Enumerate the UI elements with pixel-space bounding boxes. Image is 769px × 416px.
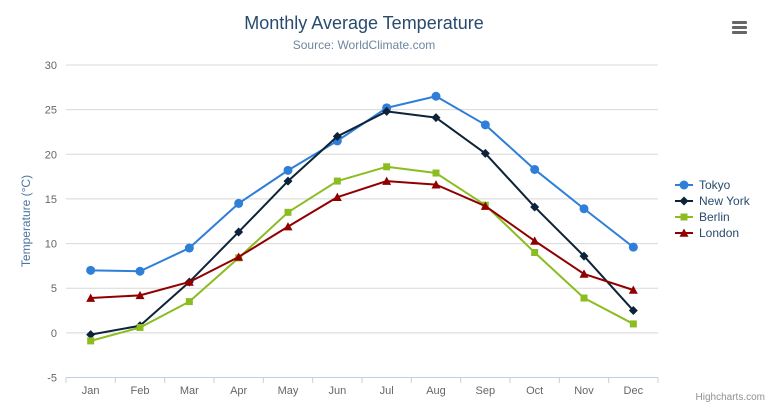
data-point-marker [86,293,96,302]
x-axis-label: Oct [526,385,543,397]
data-point-marker [432,169,440,177]
data-point-marker [680,213,688,221]
data-point-marker [629,320,637,328]
legend-symbol-icon [675,180,693,190]
x-axis-label: Dec [624,385,644,397]
series-line [89,180,635,300]
series-tokyo [86,91,638,276]
data-point-marker [382,106,392,116]
data-point-marker [136,324,144,331]
hamburger-icon[interactable] [732,21,747,34]
legend-symbol-icon [675,213,693,221]
series-line [89,95,635,273]
legend-item-london[interactable]: London [674,225,750,241]
y-axis-label: -5 [47,373,57,385]
data-point-marker [283,176,293,186]
legend-label: Tokyo [699,178,731,192]
x-axis-label: Aug [426,385,446,397]
data-point-marker [480,120,490,130]
data-point-marker [530,236,540,245]
data-point-marker [679,228,689,237]
y-axis-label: 5 [51,283,57,295]
y-axis-label: 30 [45,60,57,72]
chart-subtitle: Source: WorldClimate.com [292,38,436,52]
data-point-marker [480,201,490,210]
legend-label: London [699,226,740,240]
data-point-marker [283,165,293,175]
data-point-marker [86,330,96,340]
data-point-marker [284,208,292,216]
legend-item-tokyo[interactable]: Tokyo [674,177,750,193]
legend-item-berlin[interactable]: Berlin [674,209,750,225]
data-point-marker [383,163,391,171]
y-axis-label: 0 [51,328,57,340]
data-point-marker [184,243,194,253]
hamburger-bar [732,31,747,34]
data-point-marker [579,269,589,278]
hamburger-bar [732,21,747,24]
series-line [89,110,635,336]
data-point-marker [480,148,490,158]
data-point-marker [531,249,539,256]
hamburger-bar [732,26,747,29]
data-point-marker [628,242,638,252]
data-point-marker [135,290,145,300]
series-new-york [86,106,638,340]
data-point-marker [184,277,194,286]
x-axis-label: May [278,385,299,397]
data-point-marker [431,91,441,101]
data-point-marker [431,113,441,123]
x-axis-label: Jul [380,385,394,397]
data-point-marker [185,298,193,306]
legend-symbol-icon [675,228,693,237]
data-point-marker [234,198,244,208]
x-axis-label: Jun [328,385,346,397]
data-point-marker [679,196,689,206]
y-axis-label: 20 [45,149,57,161]
data-point-marker [234,227,244,237]
x-axis-label: Jan [82,385,100,397]
data-point-marker [628,285,638,294]
y-axis-label: 25 [45,105,57,117]
data-point-marker [431,180,441,189]
y-axis-label: 10 [45,239,57,251]
series-line [89,165,635,342]
data-point-marker [679,180,689,190]
data-point-marker [530,164,540,174]
data-point-marker [234,252,244,261]
legend-symbol-icon [675,196,693,206]
data-point-marker [87,337,95,345]
data-point-marker [579,251,589,261]
data-point-marker [530,202,540,212]
x-axis-label: Nov [574,385,594,397]
legend-item-new-york[interactable]: New York [674,193,750,209]
legend: Tokyo New York Berlin London [674,177,750,241]
data-point-marker [135,266,145,276]
data-point-marker [382,176,392,185]
x-axis-label: Apr [230,385,247,397]
data-point-marker [579,204,589,214]
data-point-marker [628,306,638,316]
legend-label: Berlin [699,210,730,224]
y-axis-title: Temperature (°C) [19,174,33,268]
x-axis-label: Sep [476,385,496,397]
x-axis-label: Feb [131,385,150,397]
credits-link[interactable]: Highcharts.com [695,392,765,403]
chart-title: Monthly Average Temperature [244,13,484,33]
data-point-marker [332,131,342,141]
series-london [86,176,638,302]
y-axis-label: 15 [45,194,57,206]
data-point-marker [86,265,96,275]
data-point-marker [580,294,588,302]
data-point-marker [333,177,341,185]
legend-label: New York [699,194,750,208]
data-point-marker [283,222,293,231]
data-point-marker [332,192,342,201]
x-axis-label: Mar [180,385,199,397]
